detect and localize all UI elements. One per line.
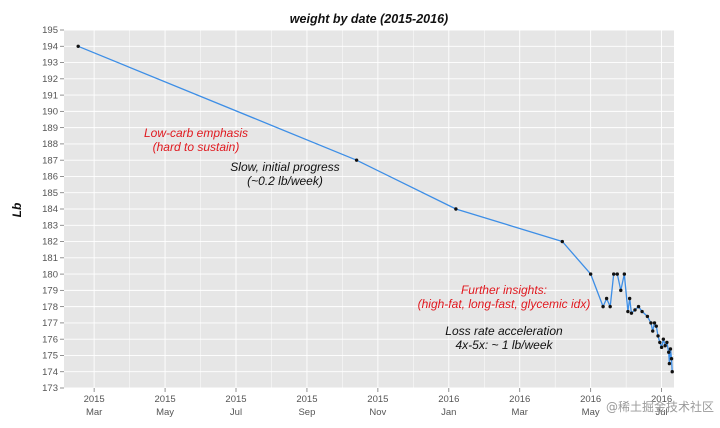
y-tick-label: 174 bbox=[42, 367, 58, 378]
y-tick-label: 179 bbox=[42, 286, 58, 297]
data-point bbox=[619, 288, 623, 293]
annotation-low-carb-line-2: (hard to sustain) bbox=[153, 140, 240, 154]
x-tick-year-label: 2016 bbox=[509, 394, 530, 405]
x-tick-year-label: 2015 bbox=[155, 394, 176, 405]
x-tick-month-label: Jul bbox=[230, 407, 242, 418]
data-point bbox=[663, 343, 667, 348]
x-tick-month-label: Sep bbox=[298, 407, 315, 418]
data-point bbox=[659, 345, 664, 350]
y-tick-label: 177 bbox=[42, 318, 58, 329]
annotation-loss-acceleration: Loss rate acceleration 4x-5x: ~ 1 lb/wee… bbox=[445, 324, 563, 352]
annotation-further-insights-line-1: Further insights: bbox=[461, 283, 547, 297]
data-point bbox=[670, 370, 674, 374]
y-tick-label: 194 bbox=[42, 41, 58, 52]
annotation-slow-progress-line-1: Slow, initial progress bbox=[230, 160, 339, 174]
x-tick-month-label: Mar bbox=[512, 407, 528, 418]
annotation-slow-progress: Slow, initial progress (~0.2 lb/week) bbox=[230, 160, 339, 188]
data-point bbox=[652, 321, 657, 325]
data-point bbox=[608, 304, 612, 309]
annotation-further-insights-line-2: (high-fat, long-fast, glycemic idx) bbox=[418, 297, 591, 311]
data-point bbox=[354, 158, 359, 162]
data-point bbox=[649, 321, 653, 325]
x-tick-year-label: 2015 bbox=[367, 394, 388, 405]
data-point bbox=[651, 329, 655, 333]
y-tick-label: 175 bbox=[42, 351, 58, 362]
y-tick-label: 193 bbox=[42, 58, 58, 69]
y-tick-label: 188 bbox=[42, 139, 58, 150]
y-tick-label: 173 bbox=[42, 383, 58, 394]
y-tick-label: 185 bbox=[42, 188, 58, 199]
annotation-low-carb-line-1: Low-carb emphasis bbox=[144, 126, 248, 140]
data-point bbox=[656, 334, 660, 338]
y-tick-label: 180 bbox=[42, 269, 58, 280]
x-tick-year-label: 2016 bbox=[651, 394, 672, 405]
x-tick-month-label: Mar bbox=[86, 407, 102, 418]
x-tick-year-label: 2016 bbox=[438, 394, 459, 405]
y-tick-label: 176 bbox=[42, 334, 58, 345]
y-axis-label: Lb bbox=[10, 203, 24, 218]
data-point bbox=[454, 207, 458, 211]
data-point bbox=[601, 304, 605, 309]
chart-title: weight by date (2015-2016) bbox=[290, 12, 448, 26]
data-point bbox=[645, 314, 650, 319]
y-ticks: 173 174 175 176 177 178 179 180 181 182 183 184 185 1… bbox=[42, 25, 64, 394]
data-point bbox=[76, 44, 80, 48]
data-point bbox=[666, 350, 671, 354]
data-point bbox=[560, 239, 564, 244]
data-point bbox=[669, 357, 674, 361]
data-point bbox=[633, 308, 637, 312]
x-tick-year-label: 2015 bbox=[84, 394, 105, 405]
y-tick-label: 182 bbox=[42, 237, 58, 248]
data-point bbox=[668, 347, 673, 351]
annotation-slow-progress-line-2: (~0.2 lb/week) bbox=[247, 174, 323, 188]
series bbox=[76, 44, 674, 374]
data-point bbox=[629, 311, 634, 315]
data-point bbox=[667, 361, 672, 366]
y-tick-label: 183 bbox=[42, 220, 58, 231]
y-tick-label: 186 bbox=[42, 172, 58, 183]
y-tick-label: 190 bbox=[42, 107, 58, 118]
y-tick-label: 184 bbox=[42, 204, 58, 215]
x-tick-month-label: Jul bbox=[656, 407, 668, 418]
data-point bbox=[626, 309, 630, 314]
x-tick-year-label: 2015 bbox=[296, 394, 317, 405]
x-tick-month-label: Nov bbox=[369, 407, 386, 418]
data-point bbox=[661, 337, 666, 341]
y-tick-label: 192 bbox=[42, 74, 58, 85]
x-tick-month-label: May bbox=[156, 407, 174, 418]
annotation-loss-acceleration-line-2: 4x-5x: ~ 1 lb/week bbox=[455, 338, 553, 352]
data-point bbox=[604, 296, 609, 301]
data-point bbox=[627, 296, 632, 301]
x-tick-year-label: 2015 bbox=[225, 394, 246, 405]
data-point bbox=[588, 272, 593, 276]
y-tick-label: 178 bbox=[42, 302, 58, 313]
annotation-further-insights: Further insights: (high-fat, long-fast, … bbox=[418, 283, 591, 311]
x-tick-year-label: 2016 bbox=[580, 394, 601, 405]
y-tick-label: 195 bbox=[42, 25, 58, 36]
series-line-weight bbox=[77, 45, 673, 372]
y-tick-label: 191 bbox=[42, 90, 58, 101]
x-tick-month-label: Jan bbox=[441, 407, 456, 418]
x-ticks: 2015 Mar 2015 May 2015 Jul 2015 Sep 2015 Nov 2016 J… bbox=[84, 388, 672, 418]
annotation-loss-acceleration-line-1: Loss rate acceleration bbox=[445, 324, 563, 338]
data-point bbox=[622, 272, 627, 276]
watermark: @稀土掘金技术社区 bbox=[606, 399, 714, 414]
data-point bbox=[640, 309, 644, 314]
data-point bbox=[636, 304, 641, 309]
data-point bbox=[658, 340, 662, 345]
y-tick-label: 181 bbox=[42, 253, 58, 264]
data-point bbox=[615, 272, 619, 276]
annotation-low-carb: Low-carb emphasis (hard to sustain) bbox=[144, 126, 248, 154]
x-tick-month-label: May bbox=[582, 407, 600, 418]
y-tick-label: 189 bbox=[42, 123, 58, 134]
grid bbox=[64, 29, 674, 389]
data-point bbox=[612, 272, 616, 276]
y-tick-label: 187 bbox=[42, 155, 58, 166]
data-point bbox=[665, 340, 669, 345]
data-point bbox=[654, 324, 658, 328]
